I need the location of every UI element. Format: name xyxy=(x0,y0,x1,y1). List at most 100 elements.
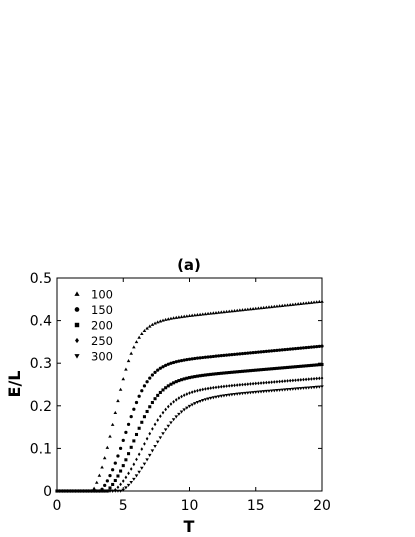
legend-marker xyxy=(74,307,80,312)
x-tick-label: 5 xyxy=(119,498,128,514)
data-point xyxy=(137,470,141,474)
data-point xyxy=(278,379,281,384)
data-point xyxy=(225,384,228,388)
data-point xyxy=(267,389,271,393)
data-point xyxy=(153,422,157,427)
data-point xyxy=(320,385,324,389)
data-point xyxy=(249,382,252,386)
data-point xyxy=(206,386,210,391)
data-point xyxy=(118,489,123,493)
data-point xyxy=(214,395,218,399)
data-point xyxy=(317,385,322,389)
data-point xyxy=(291,365,295,369)
data-point xyxy=(84,489,88,493)
data-point xyxy=(118,387,123,391)
data-point xyxy=(320,362,324,367)
data-point xyxy=(169,382,173,386)
data-point xyxy=(119,482,122,487)
data-point xyxy=(293,347,298,351)
data-point xyxy=(132,477,136,481)
data-point xyxy=(309,363,313,367)
legend-label: 250 xyxy=(91,334,113,348)
data-point xyxy=(278,366,282,370)
data-point xyxy=(179,315,184,319)
data-marks xyxy=(55,299,324,493)
x-tick-label: 10 xyxy=(181,498,199,514)
data-point xyxy=(251,391,255,395)
data-point xyxy=(150,373,155,377)
data-point xyxy=(294,378,297,383)
data-point xyxy=(307,377,311,381)
data-point xyxy=(142,384,147,388)
data-point xyxy=(232,309,237,313)
data-point xyxy=(296,387,300,391)
data-point xyxy=(211,372,215,376)
data-point xyxy=(296,346,300,351)
series-300 xyxy=(55,385,324,493)
data-point xyxy=(116,399,120,403)
data-point xyxy=(243,307,247,311)
data-point xyxy=(150,400,154,405)
data-point xyxy=(264,349,268,353)
data-point xyxy=(312,300,316,304)
data-point xyxy=(63,489,67,493)
data-point xyxy=(79,489,83,493)
data-point xyxy=(280,388,285,392)
data-point xyxy=(285,388,290,392)
x-tick-label: 15 xyxy=(247,498,265,514)
data-point xyxy=(227,384,231,388)
data-point xyxy=(302,377,305,382)
data-point xyxy=(140,389,144,393)
data-point xyxy=(87,489,91,493)
data-point xyxy=(177,379,181,383)
legend-label: 200 xyxy=(91,319,113,333)
data-point xyxy=(182,358,186,362)
data-point xyxy=(161,318,165,322)
data-point xyxy=(97,473,102,477)
data-point xyxy=(270,349,274,353)
data-point xyxy=(124,475,128,480)
data-point xyxy=(296,378,300,382)
data-point xyxy=(174,415,179,419)
data-point xyxy=(224,309,229,313)
data-point xyxy=(209,372,213,376)
data-point xyxy=(320,376,324,380)
data-point xyxy=(214,372,218,376)
data-point xyxy=(309,345,314,349)
data-point xyxy=(291,302,295,306)
data-point xyxy=(185,376,189,380)
data-point xyxy=(259,306,263,310)
data-point xyxy=(166,404,170,409)
data-point xyxy=(187,376,192,380)
data-point xyxy=(233,383,236,388)
data-point xyxy=(182,314,186,318)
data-point xyxy=(188,391,191,395)
y-tick-label: 0.3 xyxy=(30,356,52,372)
data-point xyxy=(240,392,245,396)
data-point xyxy=(299,364,303,368)
data-point xyxy=(126,483,131,487)
data-point xyxy=(132,462,136,467)
data-point xyxy=(304,346,308,350)
data-point xyxy=(320,299,324,303)
data-point xyxy=(71,489,75,493)
data-point xyxy=(124,430,128,434)
data-point xyxy=(240,369,245,373)
data-point xyxy=(140,466,144,470)
data-point xyxy=(203,398,208,402)
data-point xyxy=(288,378,292,383)
data-point xyxy=(206,373,210,377)
data-point xyxy=(256,390,261,394)
data-point xyxy=(143,442,146,446)
data-point xyxy=(113,410,118,414)
data-point xyxy=(264,305,269,309)
data-point xyxy=(227,370,231,375)
data-point xyxy=(166,317,171,321)
data-point xyxy=(166,424,171,428)
data-point xyxy=(116,485,120,490)
data-point xyxy=(283,366,287,370)
data-point xyxy=(267,380,271,385)
data-point xyxy=(275,304,279,308)
data-point xyxy=(211,311,216,315)
